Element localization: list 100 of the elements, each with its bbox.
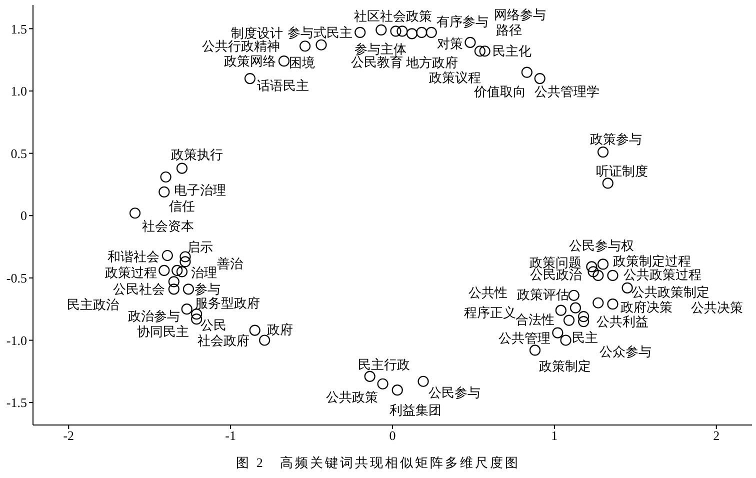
point [464,36,476,48]
annotation: 民主行政 [358,356,410,372]
point [578,316,590,328]
annotation: 公共性 [468,284,508,302]
point [176,266,188,278]
point [316,39,327,50]
point [479,46,490,57]
x-tick-label: 1 [551,428,558,444]
annotation: 社会资本 [142,218,194,234]
point [622,282,633,294]
point [392,384,403,396]
annotation: 价值取向 [474,84,526,101]
point [162,250,173,262]
point [406,28,418,40]
annotation: 公民 [200,318,227,333]
point [396,26,408,37]
annotation: 公民教育 [351,54,404,70]
point [168,284,180,295]
annotation: 政策参与 [590,132,642,147]
annotation: 政策过程 [105,264,158,280]
annotation: 参与主体 [354,42,407,57]
annotation: 电子治理 [174,182,226,198]
point [158,186,170,198]
annotation: 政策制定过程 [613,254,692,269]
point [563,314,575,326]
annotation: 政策议程 [429,69,481,86]
annotation: 社会政府 [198,332,250,348]
y-tick-label: -1.0 [6,332,27,348]
point [129,208,141,219]
point [597,146,609,158]
point [259,334,270,346]
point [521,66,532,78]
annotation: 信任 [169,198,196,214]
point [588,266,599,278]
point [592,297,604,308]
annotation: 困境 [289,54,315,72]
y-tick-label: 1.0 [10,84,27,99]
annotation: 民主政治 [67,296,119,314]
annotation: 合法性 [516,312,555,327]
point [160,171,172,183]
point [426,26,437,38]
annotation: 公民参与 [428,384,480,400]
annotation: 政策网络 [224,54,276,69]
annotation: 对策 [437,36,464,51]
point [390,26,402,37]
y-tick-label: 0 [20,208,27,224]
annotation: 网络参与 [494,6,546,24]
annotation: 政策执行 [170,146,223,162]
point [158,264,170,276]
point [249,324,260,336]
annotation: 政府决策 [620,300,673,315]
x-tick-label: -1 [225,428,236,444]
y-tick-label: 1.5 [10,21,27,36]
annotation: 参与 [194,282,220,297]
y-tick-label: 0.5 [10,146,27,161]
point [354,26,366,38]
point [560,334,572,346]
point [182,284,194,295]
annotation: 公共政策制定 [631,284,710,300]
point [278,56,290,67]
point [607,270,618,281]
annotation: 听证制度 [596,164,648,179]
point [376,24,387,36]
point [586,261,598,272]
point [602,178,614,189]
point [180,256,191,268]
annotation: 服务型政府 [195,296,260,311]
annotation: 有序参与 [436,14,489,29]
annotation: 路径 [496,22,522,38]
y-tick-label: -1.5 [6,395,27,410]
point [597,258,609,270]
annotation: 公共利益 [596,314,649,330]
annotation: 程序正义 [464,304,516,320]
point [534,72,546,84]
point [552,327,564,338]
point [191,308,202,320]
annotation: 民主 [572,330,598,345]
annotation: 公众参与 [600,344,652,360]
annotation: 公民参与权 [569,238,634,254]
annotation: 公共行政精神 [202,38,280,54]
annotation: 公共政策 [326,389,378,404]
point [570,302,582,314]
point [300,40,311,52]
point [555,304,566,316]
point [416,26,428,38]
annotation: 民主化 [492,44,532,59]
annotation: 政治参与 [128,308,180,324]
annotation: 社区社会政策 [354,8,432,24]
caption: 图 2 高频关键词共现相似矩阵多维尺度图 [235,454,521,472]
annotation: 参与式民主 [288,24,353,40]
point [592,270,604,281]
annotation: 话语民主 [256,78,309,94]
point [176,162,188,174]
point [181,304,192,315]
annotation: 善治 [217,256,244,272]
y-tick-label: -0.5 [6,270,27,286]
point [180,251,191,262]
x-tick-label: -2 [63,428,74,444]
point [578,311,590,322]
annotation: 政策问题 [529,255,582,270]
